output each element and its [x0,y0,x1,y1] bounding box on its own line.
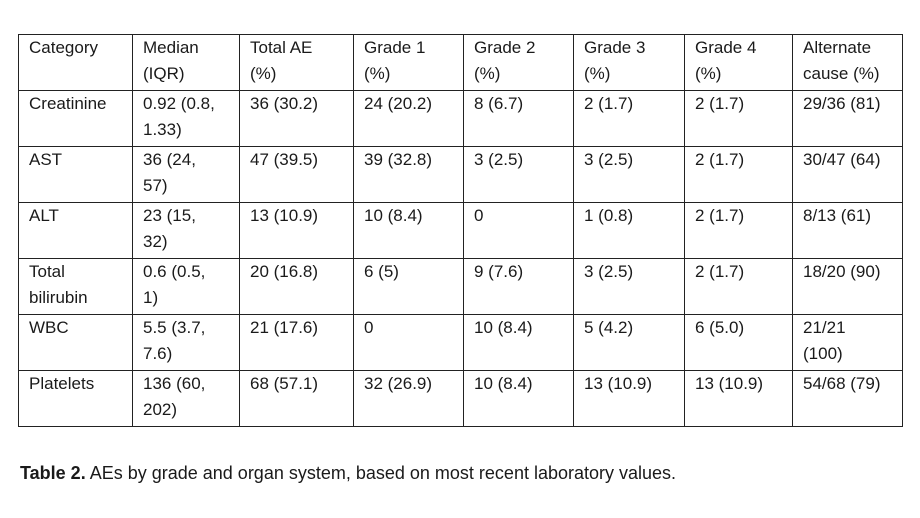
table-cell-median-iqr: 136 (60, 202) [132,370,240,427]
column-header-grade-3: Grade 3 (%) [573,34,685,91]
table-cell-grade-4: 13 (10.9) [684,370,793,427]
table-cell-category: ALT [18,202,133,259]
table-cell-grade-1: 6 (5) [353,258,464,315]
column-header-grade-2: Grade 2 (%) [463,34,574,91]
table-cell-grade-2: 10 (8.4) [463,314,574,371]
table-row: WBC 5.5 (3.7, 7.6) 21 (17.6) 0 10 (8.4) 5 (4.… [18,314,903,371]
table-cell-grade-2: 0 [463,202,574,259]
table-cell-median-iqr: 36 (24, 57) [132,146,240,203]
table-cell-total-ae: 21 (17.6) [239,314,354,371]
table-cell-grade-3: 13 (10.9) [573,370,685,427]
column-header-grade-4: Grade 4 (%) [684,34,793,91]
table-cell-total-ae: 47 (39.5) [239,146,354,203]
column-header-median-iqr: Median (IQR) [132,34,240,91]
table-cell-category: AST [18,146,133,203]
table-cell-grade-4: 2 (1.7) [684,258,793,315]
table-cell-category: WBC [18,314,133,371]
table-cell-grade-3: 2 (1.7) [573,90,685,147]
table-cell-alternate-cause: 18/20 (90) [792,258,903,315]
table-cell-total-ae: 20 (16.8) [239,258,354,315]
table-cell-grade-4: 2 (1.7) [684,146,793,203]
table-cell-alternate-cause: 8/13 (61) [792,202,903,259]
table-cell-grade-3: 1 (0.8) [573,202,685,259]
column-header-total-ae: Total AE (%) [239,34,354,91]
table-cell-grade-2: 8 (6.7) [463,90,574,147]
table-cell-grade-1: 0 [353,314,464,371]
table-cell-total-ae: 68 (57.1) [239,370,354,427]
table-cell-grade-1: 10 (8.4) [353,202,464,259]
table-row: Total bilirubin 0.6 (0.5, 1) 20 (16.8) 6 (5… [18,258,903,315]
table-row: AST 36 (24, 57) 47 (39.5) 39 (32.8) 3 (2.5) 3… [18,146,903,203]
table-cell-grade-3: 3 (2.5) [573,146,685,203]
table-cell-grade-2: 10 (8.4) [463,370,574,427]
table-cell-alternate-cause: 30/47 (64) [792,146,903,203]
table-cell-alternate-cause: 29/36 (81) [792,90,903,147]
table-cell-category: Creatinine [18,90,133,147]
table-cell-total-ae: 36 (30.2) [239,90,354,147]
header-row: Category Median (IQR) Total AE (%) Grade 1 … [18,34,903,91]
table-cell-alternate-cause: 21/21 (100) [792,314,903,371]
ae-table: Category Median (IQR) Total AE (%) Grade 1 … [18,34,903,427]
table-cell-median-iqr: 5.5 (3.7, 7.6) [132,314,240,371]
table-body: Creatinine 0.92 (0.8, 1.33) 36 (30.2) 24 (2… [18,90,903,427]
table-row: ALT 23 (15, 32) 13 (10.9) 10 (8.4) 0 1 (0.8) 2… [18,202,903,259]
table-cell-total-ae: 13 (10.9) [239,202,354,259]
column-header-alternate-cause: Alternate cause (%) [792,34,903,91]
table-cell-grade-1: 32 (26.9) [353,370,464,427]
table-cell-grade-4: 2 (1.7) [684,90,793,147]
table-cell-median-iqr: 23 (15, 32) [132,202,240,259]
column-header-category: Category [18,34,133,91]
table-cell-grade-4: 6 (5.0) [684,314,793,371]
table-cell-grade-3: 5 (4.2) [573,314,685,371]
results-table-container: Category Median (IQR) Total AE (%) Grade 1 … [18,34,903,427]
table-cell-grade-2: 9 (7.6) [463,258,574,315]
table-cell-grade-2: 3 (2.5) [463,146,574,203]
table-cell-grade-1: 39 (32.8) [353,146,464,203]
table-cell-median-iqr: 0.6 (0.5, 1) [132,258,240,315]
column-header-grade-1: Grade 1 (%) [353,34,464,91]
table-caption: Table 2. AEs by grade and organ system, … [20,460,676,486]
table-cell-grade-1: 24 (20.2) [353,90,464,147]
table-cell-category: Platelets [18,370,133,427]
table-cell-category: Total bilirubin [18,258,133,315]
table-cell-grade-3: 3 (2.5) [573,258,685,315]
table-cell-median-iqr: 0.92 (0.8, 1.33) [132,90,240,147]
table-row: Creatinine 0.92 (0.8, 1.33) 36 (30.2) 24 (2… [18,90,903,147]
caption-label: Table 2. [20,463,86,483]
table-cell-grade-4: 2 (1.7) [684,202,793,259]
caption-text: AEs by grade and organ system, based on … [85,463,677,483]
table-cell-alternate-cause: 54/68 (79) [792,370,903,427]
table-row: Platelets 136 (60, 202) 68 (57.1) 32 (26.9)… [18,370,903,427]
